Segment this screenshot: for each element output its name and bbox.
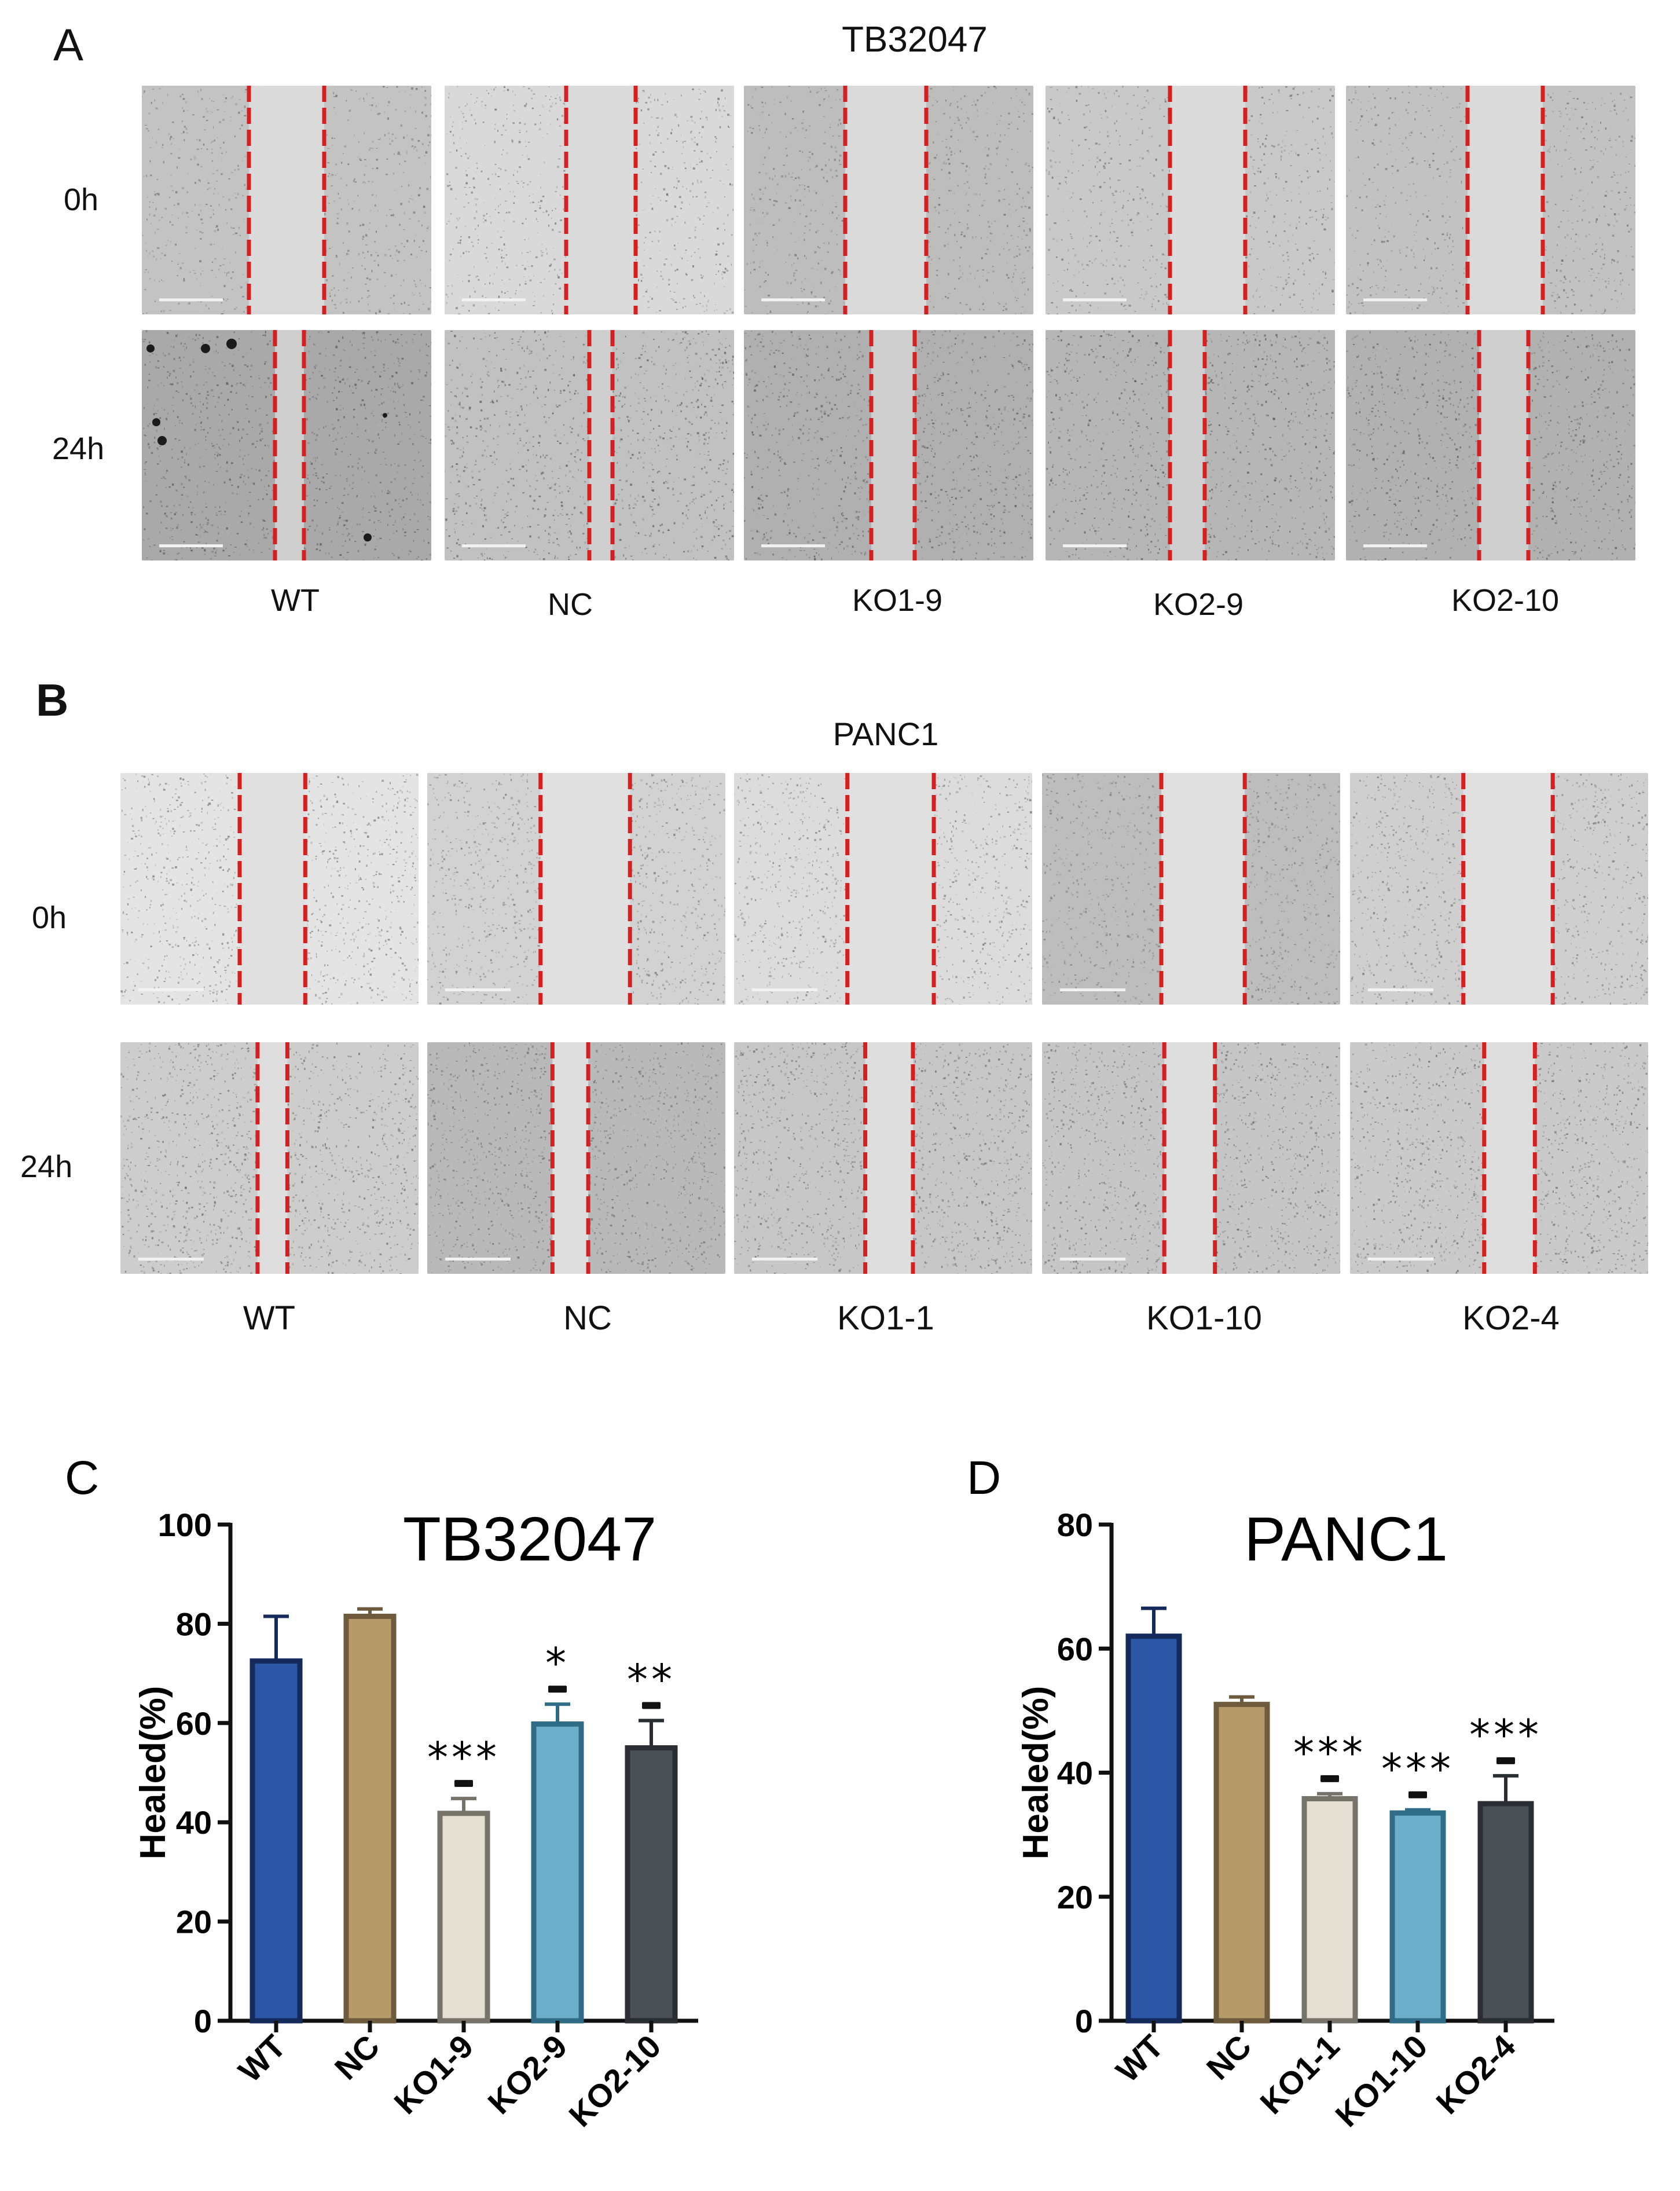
bar [1213, 1702, 1270, 2024]
significance-stars: *** [1381, 1745, 1454, 1793]
significance-stars: ** [627, 1655, 676, 1704]
micrograph-tile [1350, 773, 1648, 1005]
panel-b-col-label: NC [530, 1302, 645, 1335]
y-tick-label: 40 [1057, 1755, 1093, 1791]
micrograph-tile [734, 773, 1032, 1005]
micrograph-tile [1042, 773, 1340, 1005]
y-tick-label: 100 [158, 1507, 212, 1543]
panel-a-col-label: NC [512, 589, 628, 620]
chart-title: TB32047 [403, 1504, 656, 1574]
panel-b-row-0h: 0h [32, 902, 67, 933]
significance-dash [1408, 1791, 1427, 1798]
panel-b-row-24h: 24h [20, 1151, 72, 1182]
micrograph-tile [734, 1042, 1032, 1274]
panel-letter: C [65, 1452, 99, 1504]
panel-a-row-24h: 24h [52, 433, 104, 464]
panel-a-col-label: KO1-9 [810, 585, 984, 616]
significance-dash [454, 1780, 473, 1787]
micrograph-tile [427, 1042, 725, 1274]
significance-stars: * [545, 1639, 570, 1687]
micrograph-tile [1046, 86, 1335, 314]
micrograph-tile [445, 330, 734, 560]
bar [531, 1721, 584, 2024]
x-tick-label: KO2-9 [480, 2028, 574, 2121]
bar [1389, 1810, 1446, 2024]
y-tick-label: 80 [176, 1606, 212, 1642]
panel-a-col-label: WT [237, 585, 353, 616]
bar [437, 1811, 490, 2024]
significance-stars: *** [427, 1733, 500, 1782]
significance-stars: *** [1293, 1728, 1366, 1777]
micrograph-tile [1042, 1042, 1340, 1274]
x-tick-label: NC [1200, 2028, 1259, 2087]
bar [1301, 1796, 1358, 2024]
micrograph-tile [120, 1042, 419, 1274]
panel-b-letter: B [36, 677, 68, 723]
significance-dash [642, 1702, 661, 1709]
panel-b-col-label: KO1-1 [805, 1302, 967, 1335]
y-tick-label: 20 [176, 1904, 212, 1940]
x-tick-label: KO1-9 [387, 2028, 480, 2121]
micrograph-tile [120, 773, 419, 1005]
micrograph-tile [1350, 1042, 1648, 1274]
panel-a-col-label: KO2-10 [1413, 585, 1598, 616]
micrograph-tile [1046, 330, 1335, 560]
significance-dash [548, 1686, 567, 1693]
y-tick-label: 0 [1075, 2003, 1093, 2039]
panel-b-col-label: KO1-10 [1117, 1302, 1291, 1335]
y-tick-label: 0 [194, 2003, 212, 2039]
x-tick-label: WT [231, 2028, 292, 2089]
y-tick-label: 80 [1057, 1507, 1093, 1543]
panel-a-letter: A [53, 22, 83, 67]
panel-b-title: PANC1 [712, 718, 1059, 750]
bar [250, 1658, 303, 2024]
y-tick-label: 60 [176, 1705, 212, 1742]
x-tick-label: KO2-4 [1429, 2028, 1522, 2121]
panel-b-col-label: WT [211, 1302, 327, 1335]
micrograph-tile [445, 86, 734, 314]
x-tick-label: WT [1109, 2028, 1170, 2089]
y-axis-label: Healed(%) [1016, 1686, 1056, 1860]
panel-a-row-0h: 0h [64, 184, 98, 215]
micrograph-tile [142, 330, 431, 560]
bar [1477, 1801, 1534, 2024]
significance-stars: *** [1469, 1710, 1542, 1759]
chart-title: PANC1 [1244, 1504, 1448, 1574]
micrograph-tile [744, 86, 1033, 314]
y-axis-label: Healed(%) [133, 1686, 173, 1860]
micrograph-tile [1346, 86, 1635, 314]
bar [1125, 1633, 1182, 2024]
x-tick-label: KO1-10 [1328, 2028, 1434, 2134]
bar [625, 1745, 678, 2024]
panel-a-title: TB32047 [741, 22, 1088, 58]
micrograph-tile [142, 86, 431, 314]
micrograph-tile [1346, 330, 1635, 560]
micrograph-tile [744, 330, 1033, 560]
bar [343, 1614, 397, 2024]
y-tick-label: 20 [1057, 1879, 1093, 1915]
significance-dash [1496, 1757, 1515, 1764]
y-tick-label: 60 [1057, 1631, 1093, 1667]
panel-b-col-label: KO2-4 [1430, 1302, 1592, 1335]
x-tick-label: KO2-10 [562, 2028, 667, 2134]
significance-dash [1320, 1775, 1339, 1782]
y-tick-label: 40 [176, 1804, 212, 1841]
x-tick-label: NC [328, 2028, 387, 2087]
panel-a-col-label: KO2-9 [1112, 589, 1285, 620]
panel-letter: D [967, 1452, 1001, 1504]
micrograph-tile [427, 773, 725, 1005]
